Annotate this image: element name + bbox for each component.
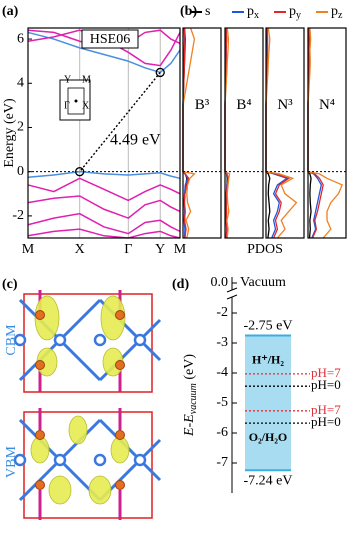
band: [27, 170, 181, 180]
y-tick-label: -6: [216, 425, 228, 440]
panel-name: N³: [277, 97, 293, 113]
y-tick-label: 0: [17, 164, 24, 179]
vacuum-label: Vacuum: [240, 275, 286, 290]
pdos-curve: [224, 27, 231, 239]
y-tick-label: -7: [216, 455, 228, 470]
legend-label: s: [205, 4, 210, 19]
frame: [27, 27, 181, 239]
panel-label: (d): [172, 277, 189, 292]
atoms: [35, 310, 125, 490]
inset-label: Y: [64, 74, 71, 85]
couple-label: H⁺/H₂: [252, 353, 284, 367]
atoms: [13, 333, 147, 467]
gap-box: [245, 335, 291, 471]
legend-label: px: [247, 4, 259, 21]
pdos-curve: [307, 27, 344, 239]
isosurface: [30, 295, 130, 505]
panel-name: N⁴: [319, 97, 335, 113]
y-tick-label: -5: [216, 395, 228, 410]
level-label: pH=0: [311, 414, 341, 429]
y-tick-label: 4: [17, 75, 24, 90]
y-tick-label: 2: [17, 120, 24, 135]
frame: [265, 27, 305, 239]
x-tick-label: Y: [155, 242, 165, 257]
level-label: pH=7: [311, 365, 341, 380]
legend-sub: x: [254, 10, 259, 21]
axis-break: [226, 287, 238, 300]
cbm-marker: [155, 67, 165, 78]
inset-bz: [67, 87, 85, 115]
structure-label: VBM: [4, 446, 19, 478]
panel-name: B³: [195, 97, 210, 113]
legend-name: p: [247, 4, 254, 19]
x-tick-label: X: [75, 242, 85, 257]
x-axis-label: PDOS: [247, 242, 283, 257]
gap-label: 4.49 eV: [110, 131, 161, 148]
couple-label: O₂/H₂O: [249, 430, 288, 444]
y-axis-label: Energy (eV): [2, 98, 17, 168]
y-tick-label: -3: [216, 335, 228, 350]
panel-label: (a): [2, 4, 19, 19]
legend-name: s: [205, 4, 210, 19]
legend-label: py: [289, 4, 301, 21]
pdos-curve: [265, 27, 298, 239]
y-tick-label: 0.0: [211, 275, 229, 290]
frame: [307, 27, 347, 239]
vbm-label: -7.24 eV: [244, 473, 293, 488]
y-tick-label: -2: [12, 208, 24, 223]
inset-label: X: [82, 100, 90, 111]
legend-sub: z: [338, 10, 343, 21]
vbm-marker: [75, 167, 85, 177]
x-tick-label: M: [174, 242, 187, 257]
x-tick-label: Γ: [124, 242, 132, 257]
panel-label: (b): [180, 4, 197, 19]
annotation: HSE06: [90, 32, 130, 47]
frame: [224, 27, 264, 239]
y-label-sub: vacuum: [188, 383, 199, 414]
x-tick-label: M: [22, 242, 35, 257]
pdos-curve: [307, 27, 324, 239]
band: [27, 195, 181, 219]
inset-label: M: [82, 74, 91, 85]
legend-label: pz: [331, 4, 343, 21]
panel-name: B⁴: [236, 97, 251, 113]
structure-label: CBM: [4, 324, 19, 356]
y-label-unit: (eV): [182, 354, 197, 383]
y-axis-label: E-Evacuum (eV): [182, 354, 199, 437]
panel-label: (c): [2, 277, 18, 292]
frame: [182, 27, 222, 239]
level-label: pH=7: [311, 402, 341, 417]
legend-name: p: [289, 4, 296, 19]
y-tick-label: -2: [216, 305, 228, 320]
legend-sub: y: [296, 10, 301, 21]
pdos-curve: [224, 27, 230, 239]
band: [27, 177, 181, 202]
inset-label: Γ: [64, 100, 70, 111]
gap-arrow: [79, 71, 161, 173]
y-tick-label: -4: [216, 365, 228, 380]
cell: [23, 411, 153, 519]
structure: CBM VBM: [4, 290, 162, 520]
y-label-main: E-E: [182, 414, 197, 437]
annotation-box: [81, 29, 139, 49]
inset-point: [74, 99, 78, 103]
cbm-label: -2.75 eV: [244, 319, 293, 334]
level-label: pH=0: [311, 377, 341, 392]
legend-name: p: [331, 4, 338, 19]
band: [27, 212, 181, 235]
pdos-curve: [182, 27, 196, 239]
band: [27, 228, 181, 239]
y-tick-label: 6: [17, 31, 24, 46]
band: [27, 31, 181, 74]
pdos-curve: [182, 27, 190, 239]
